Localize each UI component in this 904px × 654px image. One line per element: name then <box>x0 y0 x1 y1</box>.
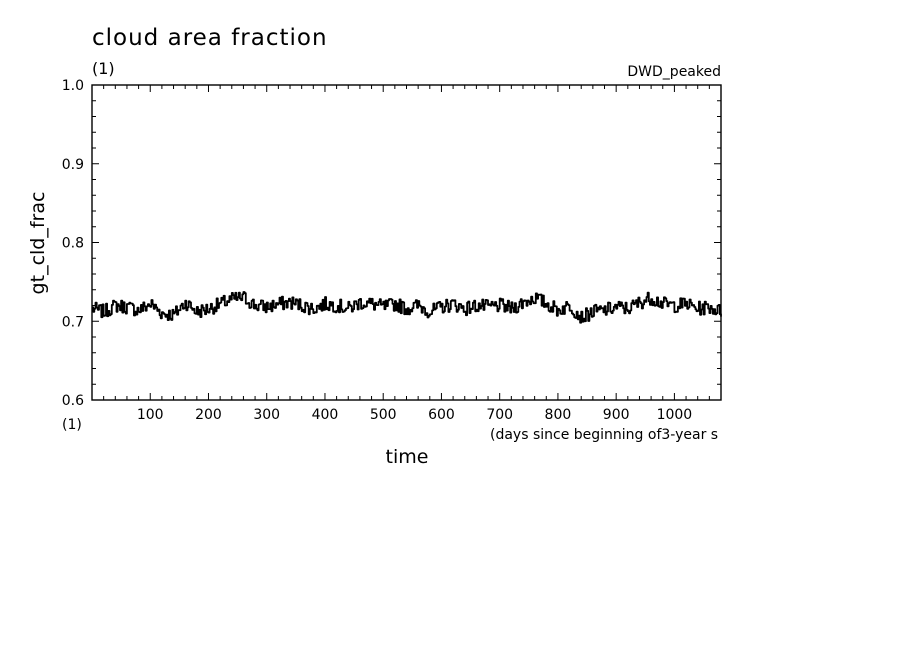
x-tick-label: 100 <box>137 407 164 423</box>
title-units: (1) <box>92 59 115 78</box>
x-tick-label: 900 <box>603 407 630 423</box>
x-tick-label: 800 <box>545 407 572 423</box>
y-tick-label: 0.9 <box>62 157 84 173</box>
x-tick-labels: 100 200 300 400 500 600 700 800 900 1000 <box>137 407 692 423</box>
y-axis-label: gt_cld_frac <box>27 192 49 295</box>
y-axis-units: (1) <box>62 417 82 433</box>
y-tick-label: 1.0 <box>62 78 84 94</box>
x-tick-label: 600 <box>428 407 455 423</box>
y-tick-label: 0.6 <box>62 393 84 409</box>
y-tick-labels: 0.6 0.7 0.8 0.9 1.0 <box>62 78 84 409</box>
series-line <box>92 291 722 324</box>
x-tick-label: 300 <box>253 407 280 423</box>
y-tick-label: 0.7 <box>62 314 84 330</box>
x-tick-label: 400 <box>312 407 339 423</box>
x-tick-label: 500 <box>370 407 397 423</box>
x-axis-units: (days since beginning of3-year s <box>490 427 718 443</box>
x-tick-label: 1000 <box>657 407 693 423</box>
dataset-label: DWD_peaked <box>627 64 721 80</box>
plot-frame <box>91 84 722 401</box>
x-tick-label: 200 <box>195 407 222 423</box>
chart-title: cloud area fraction <box>92 25 328 51</box>
y-tick-label: 0.8 <box>62 236 84 252</box>
tick-marks <box>92 85 721 400</box>
x-tick-label: 700 <box>486 407 513 423</box>
x-axis-label: time <box>386 446 429 468</box>
